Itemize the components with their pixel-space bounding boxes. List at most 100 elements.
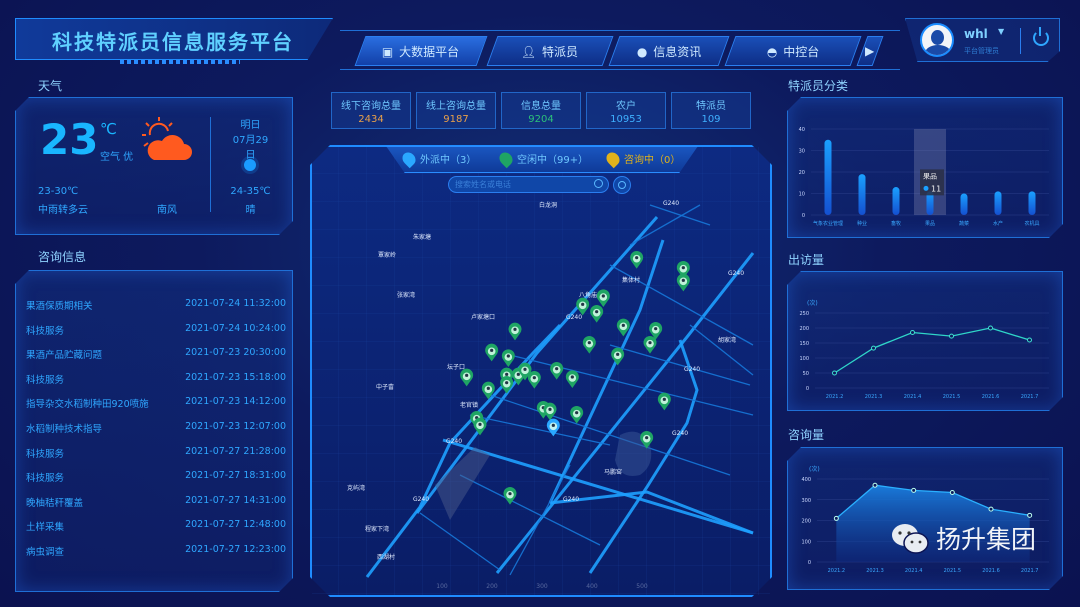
marker-idle-icon[interactable] (676, 273, 690, 292)
marker-idle-icon[interactable] (508, 322, 522, 341)
tab-control[interactable]: ◓ 中控台 (724, 36, 862, 66)
locate-button[interactable] (613, 176, 631, 194)
title-frame (15, 18, 333, 60)
data-point[interactable] (910, 330, 915, 335)
bar[interactable] (960, 193, 968, 216)
bar[interactable] (994, 191, 1002, 215)
map-place-label: 张家湾 (397, 291, 415, 299)
marker-idle-icon[interactable] (649, 322, 663, 340)
data-point[interactable] (1027, 337, 1032, 343)
bar[interactable] (824, 139, 832, 215)
data-point[interactable] (871, 345, 876, 351)
marker-idle-icon[interactable] (500, 376, 514, 394)
x-tick-label: 气象农业管理 (813, 220, 843, 227)
tab-label: 大数据平台 (399, 44, 460, 59)
tab-commissioner[interactable]: 👤︎ 特派员 (486, 36, 614, 66)
consult-list-item[interactable]: 科技服务 2021-07-24 10:24:00 (26, 323, 286, 337)
consult-list-item[interactable]: 果酒保质期相关 2021-07-24 11:32:00 (26, 298, 286, 312)
consult-list-item[interactable]: 果酒产品贮藏问题 2021-07-23 20:30:00 (26, 347, 286, 361)
data-point[interactable] (833, 515, 839, 521)
marker-idle-icon[interactable] (527, 371, 541, 389)
bar[interactable] (926, 191, 934, 215)
marker-idle-icon[interactable] (481, 381, 495, 400)
power-icon[interactable] (1033, 27, 1049, 46)
marker-idle-icon[interactable] (576, 297, 590, 316)
x-tick-label: 2021.3 (865, 394, 883, 400)
map-place-label: G240 (672, 430, 688, 437)
consult-list-item[interactable]: 指导杂交水稻制种田920喷施 2021-07-23 14:12:00 (26, 396, 286, 410)
caret-down-icon[interactable]: ▼ (998, 27, 1005, 36)
marker-idle-icon[interactable] (543, 402, 557, 421)
consult-list-item[interactable]: 土样采集 2021-07-27 12:48:00 (26, 519, 286, 533)
marker-idle-icon[interactable] (570, 406, 584, 424)
consults-label: 咨询量 (788, 428, 825, 442)
tab-info[interactable]: ● 信息资讯 (608, 36, 730, 66)
marker-dispatched-icon[interactable] (546, 418, 560, 437)
x-tick-label: 2021.7 (1021, 568, 1039, 574)
user-icon: 👤︎ (521, 44, 537, 58)
marker-idle-icon[interactable] (485, 343, 499, 362)
marker-idle-icon[interactable] (473, 417, 487, 436)
y-tick-label: 50 (803, 371, 809, 377)
data-point[interactable] (1027, 512, 1033, 518)
tomorrow-date: 07月29日 (232, 135, 269, 161)
marker-icon (496, 149, 516, 168)
bar[interactable] (892, 187, 900, 215)
bar[interactable] (1028, 191, 1036, 215)
legend-item[interactable]: 外派中（3） (399, 149, 476, 168)
data-point[interactable] (832, 370, 837, 376)
tab-big-data[interactable]: ▣ 大数据平台 (354, 36, 488, 66)
map-place-label: G240 (684, 366, 700, 373)
user-name[interactable]: whl (964, 27, 988, 41)
map-place-label: 八角庙 (579, 291, 597, 299)
consult-title: 水稻制种技术指导 (26, 424, 103, 435)
legend-item[interactable]: 空闲中（99+） (496, 149, 588, 168)
marker-idle-icon[interactable] (630, 251, 644, 269)
map-place-label: G240 (563, 496, 579, 503)
tomorrow-range: 24-35℃ (230, 186, 271, 197)
tab-label: 中控台 (783, 44, 820, 59)
marker-idle-icon[interactable] (460, 368, 474, 387)
marker-idle-icon[interactable] (611, 347, 625, 366)
marker-idle-icon[interactable] (550, 362, 564, 380)
marker-idle-icon[interactable] (501, 349, 515, 367)
y-tick-label: 250 (799, 311, 809, 317)
marker-idle-icon[interactable] (518, 362, 532, 381)
data-point[interactable] (949, 489, 955, 495)
consult-list-item[interactable]: 病虫调查 2021-07-27 12:23:00 (26, 544, 286, 558)
data-point[interactable] (949, 333, 954, 339)
data-point[interactable] (911, 487, 917, 493)
consult-time: 2021-07-23 20:30:00 (185, 347, 286, 359)
consult-time: 2021-07-27 12:48:00 (185, 519, 286, 531)
avatar[interactable] (920, 23, 954, 57)
marker-idle-icon[interactable] (596, 289, 610, 307)
data-point[interactable] (872, 482, 878, 488)
marker-idle-icon[interactable] (590, 305, 604, 323)
marker-idle-icon[interactable] (643, 336, 657, 354)
consult-list-item[interactable]: 晚柚秸秆覆盖 2021-07-27 14:31:00 (26, 495, 286, 509)
bar[interactable] (858, 174, 866, 215)
y-tick-label: 150 (799, 341, 809, 347)
consult-list-item[interactable]: 科技服务 2021-07-27 21:28:00 (26, 446, 286, 460)
data-point[interactable] (988, 506, 994, 512)
search-icon[interactable] (594, 179, 603, 188)
marker-idle-icon[interactable] (657, 392, 671, 411)
map-place-label: 集体村 (622, 276, 640, 284)
map-place-label: 白龙洞 (539, 201, 557, 209)
data-point[interactable] (988, 325, 993, 331)
marker-idle-icon[interactable] (582, 336, 596, 354)
marker-idle-icon[interactable] (616, 318, 630, 337)
tomorrow-block: 明日 07月29日 (228, 118, 273, 163)
marker-idle-icon[interactable] (676, 261, 690, 279)
consult-list-item[interactable]: 科技服务 2021-07-23 15:18:00 (26, 372, 286, 386)
map-axis-tick: 500 (636, 583, 648, 590)
crosshair-icon (618, 181, 626, 189)
legend-item[interactable]: 咨询中（0） (603, 149, 680, 168)
consult-list-item[interactable]: 科技服务 2021-07-27 18:31:00 (26, 470, 286, 484)
consult-list-item[interactable]: 水稻制种技术指导 2021-07-23 12:07:00 (26, 421, 286, 435)
marker-idle-icon[interactable] (503, 487, 517, 505)
marker-idle-icon[interactable] (565, 370, 579, 388)
marker-idle-icon[interactable] (640, 431, 654, 449)
map-search-input[interactable]: 搜索姓名或电话 (448, 176, 609, 193)
